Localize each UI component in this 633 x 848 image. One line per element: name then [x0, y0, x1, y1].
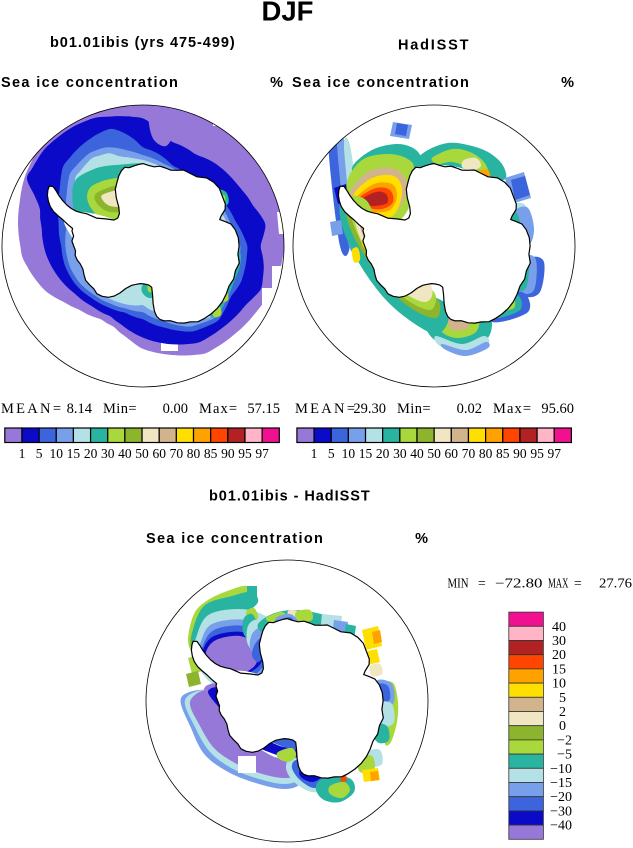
- svg-text:85: 85: [496, 446, 510, 461]
- svg-text:30: 30: [101, 446, 115, 461]
- svg-text:Min=: Min=: [103, 401, 137, 417]
- svg-text:Sea ice concentration: Sea ice concentration: [146, 531, 324, 547]
- svg-text:−72.80: −72.80: [495, 576, 543, 591]
- svg-text:%: %: [415, 531, 428, 547]
- svg-text:DJF: DJF: [262, 0, 314, 27]
- svg-text:85: 85: [204, 446, 218, 461]
- svg-text:60: 60: [445, 446, 459, 461]
- svg-text:2: 2: [559, 705, 566, 720]
- svg-text:20: 20: [84, 446, 98, 461]
- svg-text:60: 60: [152, 446, 166, 461]
- svg-text:5: 5: [36, 446, 43, 461]
- svg-text:29.30: 29.30: [353, 401, 386, 417]
- svg-text:30: 30: [552, 634, 566, 649]
- svg-text:Max=: Max=: [493, 401, 531, 417]
- svg-text:5: 5: [328, 446, 335, 461]
- svg-text:0.02: 0.02: [457, 401, 482, 417]
- svg-text:Min=: Min=: [397, 401, 431, 417]
- svg-text:95: 95: [238, 446, 252, 461]
- svg-text:%: %: [561, 75, 574, 91]
- svg-text:97: 97: [547, 446, 561, 461]
- svg-text:b01.01ibis - HadISST: b01.01ibis - HadISST: [209, 489, 371, 505]
- svg-text:−5: −5: [557, 748, 572, 763]
- svg-text:HadISST: HadISST: [398, 38, 470, 54]
- svg-text:20: 20: [376, 446, 390, 461]
- svg-text:20: 20: [552, 648, 566, 663]
- svg-text:Sea ice concentration: Sea ice concentration: [292, 75, 470, 91]
- svg-text:0: 0: [559, 719, 566, 734]
- svg-text:Sea ice concentration: Sea ice concentration: [1, 75, 179, 91]
- svg-text:95.60: 95.60: [541, 401, 574, 417]
- svg-text:−15: −15: [550, 776, 572, 791]
- svg-text:95: 95: [530, 446, 544, 461]
- svg-text:97: 97: [255, 446, 269, 461]
- svg-text:57.15: 57.15: [247, 401, 280, 417]
- svg-text:Max=: Max=: [199, 401, 237, 417]
- svg-text:70: 70: [170, 446, 184, 461]
- svg-text:10: 10: [342, 446, 356, 461]
- svg-text:5: 5: [559, 691, 566, 706]
- svg-text:80: 80: [187, 446, 201, 461]
- svg-text:−30: −30: [550, 804, 572, 819]
- svg-text:50: 50: [427, 446, 441, 461]
- svg-text:27.76: 27.76: [599, 576, 632, 591]
- svg-text:90: 90: [221, 446, 235, 461]
- svg-text:=: =: [574, 576, 582, 591]
- svg-text:10: 10: [552, 677, 566, 692]
- svg-text:1: 1: [311, 446, 318, 461]
- svg-text:15: 15: [552, 662, 566, 677]
- svg-text:−40: −40: [550, 819, 572, 834]
- svg-text:10: 10: [50, 446, 64, 461]
- svg-text:b01.01ibis (yrs 475-499): b01.01ibis (yrs 475-499): [50, 35, 236, 51]
- svg-text:−20: −20: [550, 790, 572, 805]
- svg-text:−2: −2: [557, 733, 572, 748]
- svg-text:%: %: [270, 75, 283, 91]
- svg-text:40: 40: [552, 620, 566, 635]
- svg-text:15: 15: [359, 446, 373, 461]
- svg-text:90: 90: [513, 446, 527, 461]
- svg-text:30: 30: [393, 446, 407, 461]
- svg-text:0.00: 0.00: [163, 401, 188, 417]
- svg-text:15: 15: [67, 446, 81, 461]
- svg-text:50: 50: [135, 446, 149, 461]
- svg-text:MEAN=: MEAN=: [1, 401, 61, 417]
- svg-text:80: 80: [479, 446, 493, 461]
- svg-text:=: =: [478, 576, 486, 591]
- svg-text:70: 70: [462, 446, 476, 461]
- svg-text:MEAN=: MEAN=: [295, 401, 355, 417]
- svg-text:−10: −10: [550, 762, 572, 777]
- svg-text:40: 40: [118, 446, 132, 461]
- svg-text:MIN: MIN: [448, 576, 469, 591]
- svg-text:MAX: MAX: [548, 576, 569, 591]
- svg-text:1: 1: [19, 446, 26, 461]
- svg-text:8.14: 8.14: [67, 401, 93, 417]
- svg-text:40: 40: [410, 446, 424, 461]
